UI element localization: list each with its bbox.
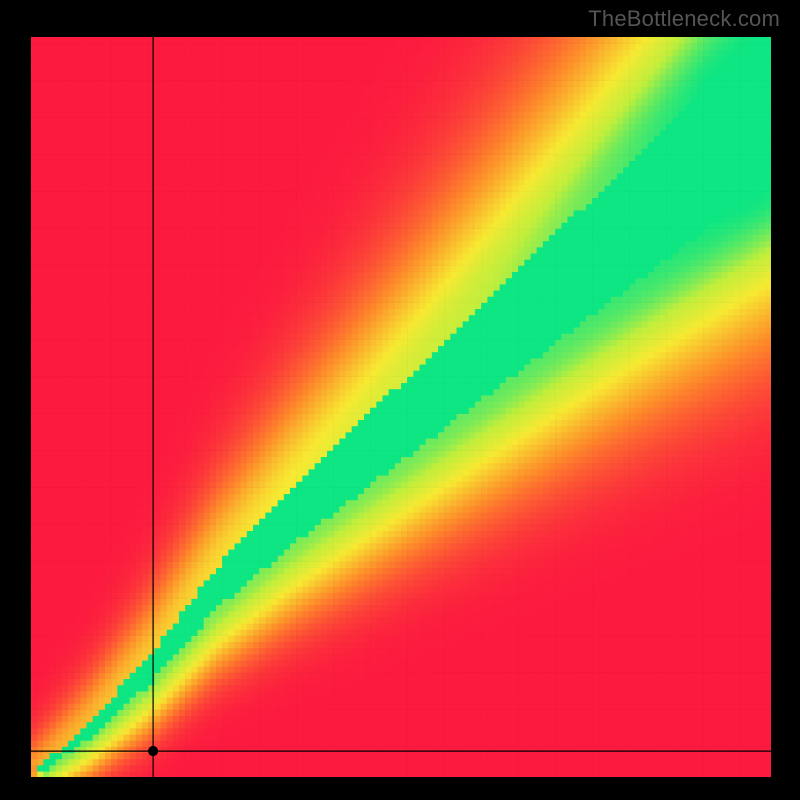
heatmap-canvas xyxy=(31,37,771,777)
heatmap-plot-area xyxy=(31,37,771,777)
chart-container: TheBottleneck.com xyxy=(0,0,800,800)
attribution-text: TheBottleneck.com xyxy=(588,6,780,32)
